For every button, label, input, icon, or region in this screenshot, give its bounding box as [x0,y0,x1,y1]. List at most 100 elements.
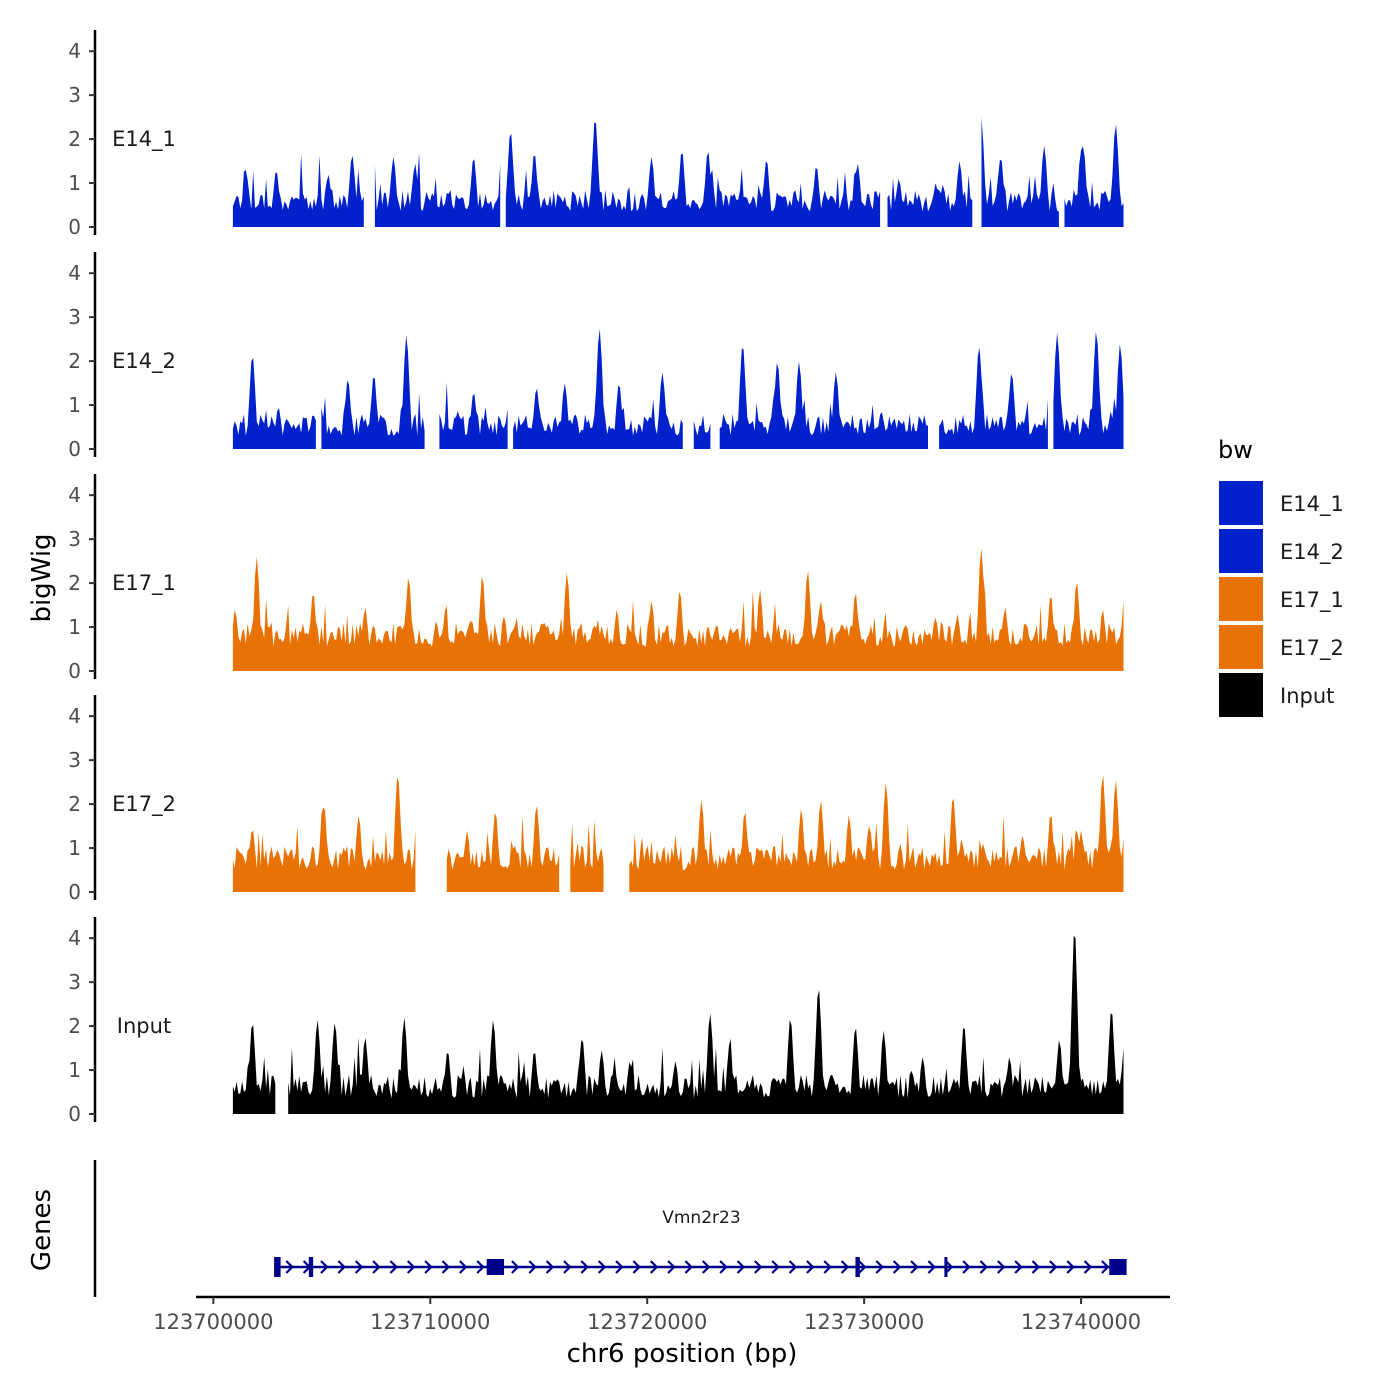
y-tick-label: 3 [68,305,81,329]
x-tick-label: 123700000 [153,1310,273,1334]
y-tick-label: 0 [68,1102,81,1126]
strand-arrow [563,1260,572,1274]
signal-area-e14-1 [232,154,364,227]
track-e14-2: 0 1 2 3 4 E14_2 [68,252,1124,461]
y-tick-label: 1 [68,393,81,417]
signal-area-e17-1 [232,548,1124,671]
y-tick-label: 1 [68,1058,81,1082]
legend-swatch-input [1217,671,1265,719]
strand-arrow [441,1260,451,1274]
strand-arrow [476,1260,485,1274]
y-tick-label: 0 [68,880,81,904]
signal-area-e14-1 [505,122,881,227]
gene-exon [1109,1259,1127,1275]
strand-arrow [1083,1260,1093,1274]
strand-arrow [528,1260,537,1274]
track-label-e14-1: E14_1 [112,127,176,152]
signal-area-e17-2 [570,820,604,892]
y-tick-label: 3 [68,970,81,994]
legend-label-input: Input [1280,684,1334,708]
x-tick-label: 123720000 [587,1310,707,1334]
y-tick-label: 1 [68,836,81,860]
strand-arrow [684,1260,693,1274]
signal-area-e14-1 [1064,124,1124,227]
track-e17-2: 0 1 2 3 4 E17_2 [68,695,1124,904]
x-tick-label: 123740000 [1021,1310,1141,1334]
strand-arrow [997,1260,1006,1274]
signal-area-e17-2 [629,774,1124,892]
signal-area-e14-2 [719,348,928,449]
track-label-e17-2: E17_2 [112,792,176,817]
strand-arrow [719,1260,728,1274]
x-axis: 123700000 123710000 123720000 123730000 1237… [153,1295,1170,1334]
y-tick-label: 2 [68,1014,81,1038]
y-tick-label: 1 [68,171,81,195]
strand-arrow [962,1260,971,1274]
y-tick-label: 3 [68,527,81,551]
y-axis-title: bigWig [27,533,57,622]
strand-arrow [892,1260,902,1274]
signal-area-e14-2 [513,328,683,449]
strand-arrow [788,1260,798,1274]
legend-label-e17-2: E17_2 [1280,636,1344,661]
track-label-input: Input [117,1014,171,1038]
strand-arrow [701,1260,711,1274]
strand-arrow [667,1260,676,1274]
gene-track: Vmn2r23 [93,1160,1127,1297]
signal-area-e14-1 [981,117,1059,227]
y-tick-label: 4 [68,261,81,285]
y-tick-label: 0 [68,659,81,683]
y-tick-label: 1 [68,615,81,639]
signal-area-e14-2 [939,347,1048,449]
strand-arrow [632,1260,641,1274]
strand-arrow [910,1260,919,1274]
x-tick-label: 123730000 [804,1310,924,1334]
gene-label: Vmn2r23 [662,1208,740,1228]
gene-exon [308,1257,314,1277]
strand-arrow [771,1260,780,1274]
strand-arrow [580,1260,589,1274]
strand-arrow [1014,1260,1023,1274]
strand-arrow [597,1260,607,1274]
strand-arrow [858,1260,867,1274]
strand-arrow [1049,1260,1058,1274]
strand-arrow [511,1260,520,1274]
strand-arrow [823,1260,832,1274]
y-tick-label: 4 [68,926,81,950]
signal-area-input [232,1025,276,1114]
y-tick-label: 0 [68,215,81,239]
track-e14-1: 0 1 2 3 4 E14_1 [68,30,1124,239]
y-tick-label: 2 [68,349,81,373]
track-e17-1: 0 1 2 3 4 E17_1 [68,474,1124,683]
gene-exon [274,1257,281,1277]
y-tick-label: 0 [68,437,81,461]
gene-exon [944,1257,948,1277]
legend-title: bw [1218,436,1253,464]
signal-area-e14-1 [887,161,973,227]
strand-arrow [1101,1260,1110,1274]
strand-arrow [424,1260,433,1274]
strand-arrow [875,1260,884,1274]
strand-arrow [354,1260,364,1274]
signal-area-e17-2 [446,805,560,892]
y-tick-label: 2 [68,792,81,816]
strand-arrow [545,1260,555,1274]
track-label-e14-2: E14_2 [112,349,176,374]
x-axis-title: chr6 position (bp) [567,1339,798,1369]
gene-exon [855,1257,860,1277]
strand-arrow [372,1260,381,1274]
legend-swatch-e14-2 [1217,527,1265,575]
y-tick-label: 4 [68,483,81,507]
strand-arrow [1066,1260,1075,1274]
legend-label-e17-1: E17_1 [1280,588,1344,613]
strand-arrow [459,1260,468,1274]
y-tick-label: 2 [68,571,81,595]
y-tick-label: 3 [68,748,81,772]
strand-arrow [927,1260,936,1274]
signal-area-e14-1 [374,152,501,227]
signal-area-e17-2 [232,777,416,892]
legend-swatch-e17-2 [1217,623,1265,671]
strand-arrow [840,1260,850,1274]
signal-area-e14-2 [1053,331,1124,449]
